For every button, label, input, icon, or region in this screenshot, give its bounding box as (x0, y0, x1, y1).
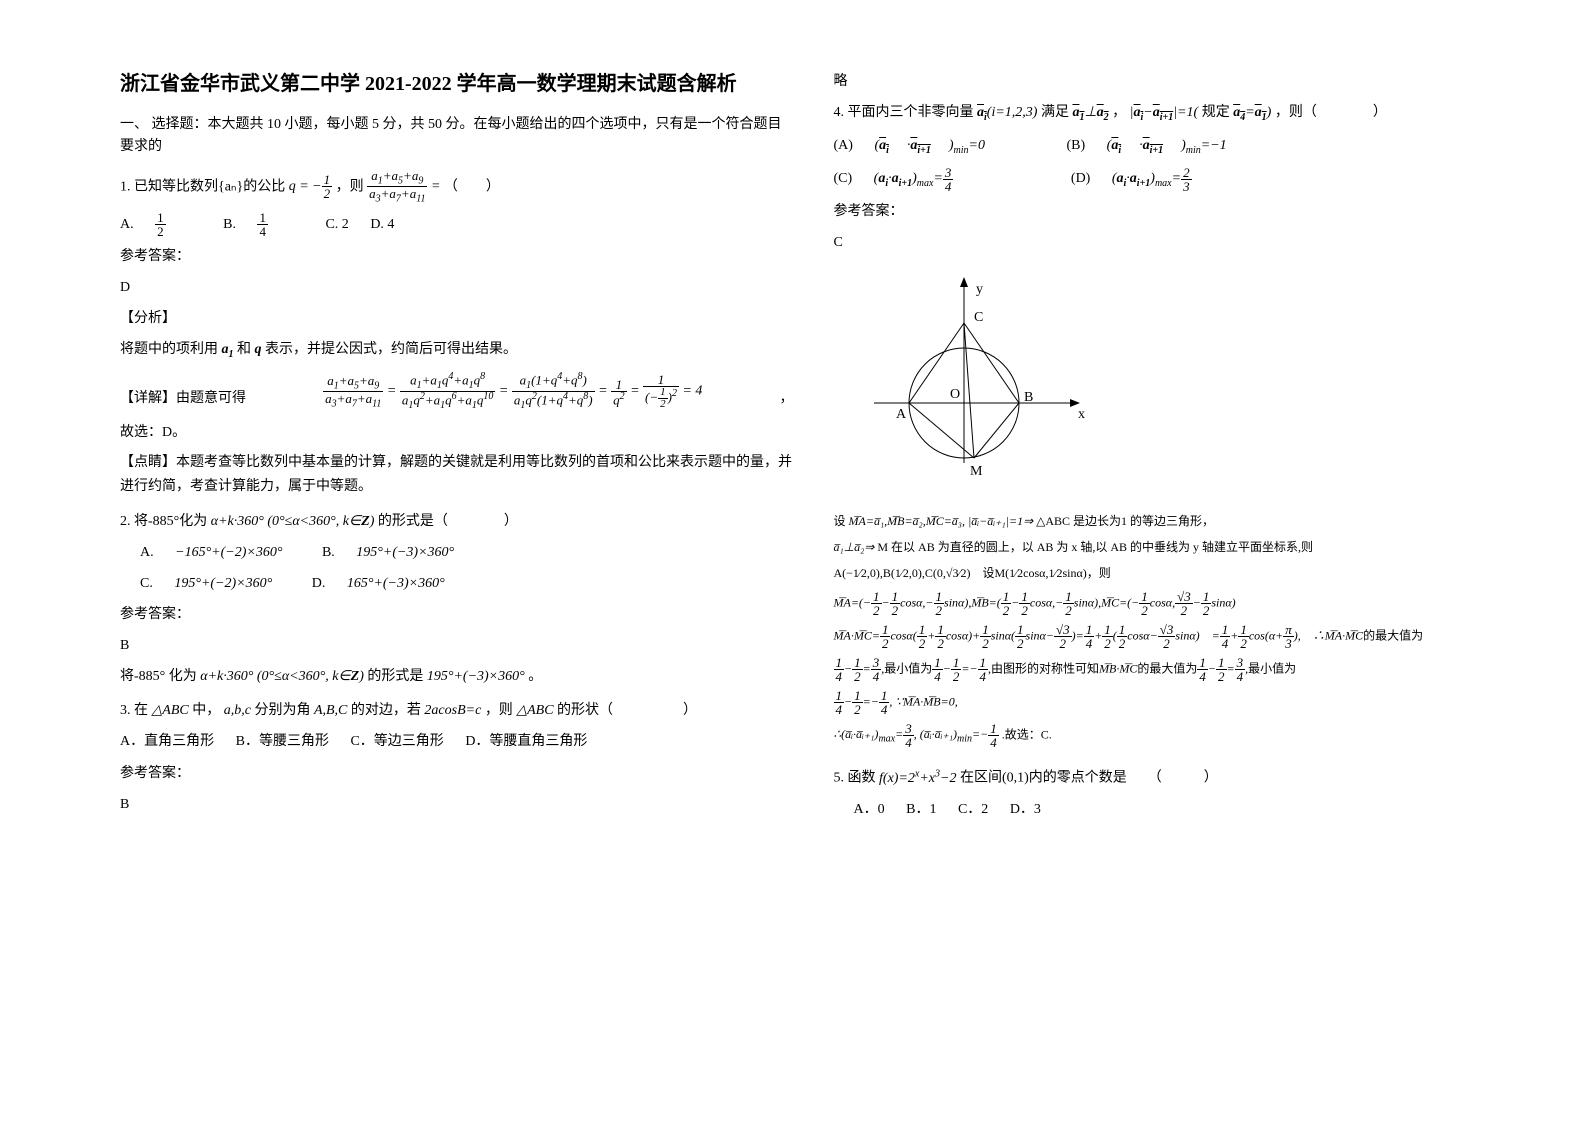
q1-answer-label: 参考答案： (120, 244, 794, 269)
q2-options-row1: A. −165°+(−2)×360° B. 195°+(−3)×360° (120, 540, 794, 565)
q1-a1-symbol: a1 (222, 342, 234, 357)
q1-detail-label: 【详解】由题意可得 (120, 386, 246, 411)
q4-diagram: y x O A B C M (834, 263, 1508, 502)
q2-opt-b: B. 195°+(−3)×360° (322, 545, 472, 560)
q3-triangle-1: △ABC (152, 703, 189, 718)
q3-options: A．直角三角形 B．等腰三角形 C．等边三角形 D．等腰直角三角形 (120, 729, 794, 754)
q1-opt-b: B. 14 (223, 217, 304, 232)
q1-analysis-1: 将题中的项利用 a1 和 q 表示，并提公因式，约简后可得出结果。 (120, 338, 794, 363)
q2-answer-label: 参考答案： (120, 602, 794, 627)
label-y: y (976, 282, 983, 297)
q4-vec-ai: ai(i=1,2,3) (977, 105, 1037, 120)
q4-opt-a: (A) (ai·ai+1)min=0 (834, 138, 1004, 153)
q2-options-row2: C. 195°+(−2)×360° D. 165°+(−3)×360° (120, 571, 794, 596)
q4-a4a1: a4=a1) (1233, 105, 1271, 120)
q1-answer: D (120, 275, 794, 300)
q5-opt-c: C．2 (958, 802, 988, 817)
q2-explain: 将-885° 化为 α+k·360° (0°≤α<360°, k∈Z) 的形式是… (120, 665, 794, 689)
q1-suffix: （ ） (444, 179, 500, 194)
q2-text: 2. 将-885°化为 α+k·360° (0°≤α<360°, k∈Z) 的形… (120, 509, 794, 534)
q4-perp: a1⊥a2 (1072, 105, 1108, 120)
q3-ABC: A,B,C (314, 703, 347, 718)
q4-explain-formulas-3: 14−12=34,最小值为14−12=−14,由图形的对称性可知M͞B·M͞C的… (834, 656, 1508, 683)
q5-opt-a: A．0 (854, 802, 885, 817)
q1-comment: 【点睛】本题考查等比数列中基本量的计算，解题的关键就是利用等比数列的首项和公比来… (120, 451, 794, 499)
q2-opt-a: A. −165°+(−2)×360° (140, 545, 300, 560)
q3-opt-a: A．直角三角形 (120, 734, 214, 749)
q4-explain-1: 设 M͞A=a̅₁,M͞B=a̅₂,M͞C=a̅₃, |a̅ᵢ−a̅ᵢ₊₁|=1… (834, 511, 1508, 531)
q4-answer: C (834, 230, 1508, 255)
right-top-text: 略 (834, 70, 1508, 90)
q2-opt-d: D. 165°+(−3)×360° (312, 576, 463, 591)
q4-opt-c: (C) (ai·ai+1)max=34 (834, 171, 1008, 186)
q4-explain-3: A(−1∕2,0),B(1∕2,0),C(0,√3∕2) 设M(1∕2cosα,… (834, 563, 1508, 583)
q4-opt-b: (B) (ai·ai+1)min=−1 (1067, 138, 1245, 153)
q1-prefix: 1. 已知等比数列{aₙ}的公比 (120, 179, 285, 194)
q4-explain-formulas-2: M͞A·M͞C=12cosα(12+12cosα)+12sinα(12sinα−… (834, 623, 1508, 650)
label-C: C (974, 310, 983, 325)
q3-opt-c: C．等边三角形 (350, 734, 443, 749)
q1-opt-d: D. 4 (370, 217, 394, 232)
q1-formula-frac: a1+a5+a9a3+a7+a11 = (367, 179, 440, 194)
q4-explain-2: a̅₁⊥a̅₂⇒ M 在以 AB 为直径的圆上，以 AB 为 x 轴,以 AB … (834, 537, 1508, 557)
q5-text: 5. 函数 f(x)=2x+x3−2 在区间(0,1)内的零点个数是 （ ） (834, 765, 1508, 791)
q5-func: f(x)=2x+x3−2 (879, 771, 956, 786)
q5-options: A．0 B．1 C．2 D．3 (834, 797, 1508, 822)
q1-detail-end: ， (780, 386, 794, 411)
q1-analysis-label: 【分析】 (120, 306, 794, 331)
label-M: M (970, 464, 983, 479)
q4-opt-d: (D) (ai·ai+1)max=23 (1071, 171, 1246, 186)
question-4: 4. 平面内三个非零向量 ai(i=1,2,3) 满足 a1⊥a2 ， |ai−… (834, 100, 1508, 749)
q1-opt-c: C. 2 (325, 217, 348, 232)
q5-opt-b: B．1 (906, 802, 936, 817)
question-5: 5. 函数 f(x)=2x+x3−2 在区间(0,1)内的零点个数是 （ ） A… (834, 765, 1508, 822)
geometry-diagram: y x O A B C M (834, 263, 1094, 493)
q2-opt-c: C. 195°+(−2)×360° (140, 576, 290, 591)
q4-explain-formulas-1: M͞A=(−12−12cosα,−12sinα),M͞B=(12−12cosα,… (834, 590, 1508, 617)
q1-formula-q: q = −12 (289, 179, 332, 194)
q3-answer: B (120, 792, 794, 817)
q1-big-formula: a1+a5+a9a3+a7+a11 = a1+a1q4+a1q8a1q2+a1q… (246, 372, 780, 411)
section-header: 一、 选择题：本大题共 10 小题，每小题 5 分，共 50 分。在每小题给出的… (120, 114, 794, 159)
label-O: O (950, 387, 960, 402)
q4-norm: |ai−ai+1|=1( (1130, 105, 1199, 120)
left-column: 浙江省金华市武义第二中学 2021-2022 学年高一数学理期末试题含解析 一、… (100, 70, 814, 1082)
q1-q-symbol: q (255, 342, 262, 357)
q1-mid: ，则 (336, 179, 364, 194)
q1-options: A. 12 B. 14 C. 2 D. 4 (120, 211, 794, 238)
q3-opt-d: D．等腰直角三角形 (465, 734, 587, 749)
q3-opt-b: B．等腰三角形 (236, 734, 329, 749)
question-3: 3. 在 △ABC 中， a,b,c 分别为角 A,B,C 的对边，若 2aco… (120, 698, 794, 817)
q4-options-row1: (A) (ai·ai+1)min=0 (B) (ai·ai+1)min=−1 (834, 133, 1508, 160)
question-1: 1. 已知等比数列{aₙ}的公比 q = −12 ，则 a1+a5+a9a3+a… (120, 169, 794, 499)
q1-opt-a: A. 12 (120, 217, 202, 232)
label-x: x (1078, 407, 1085, 422)
q2-answer: B (120, 633, 794, 658)
q3-answer-label: 参考答案： (120, 761, 794, 786)
q1-math-block: 【详解】由题意可得 a1+a5+a9a3+a7+a11 = a1+a1q4+a1… (120, 372, 794, 411)
question-2: 2. 将-885°化为 α+k·360° (0°≤α<360°, k∈Z) 的形… (120, 509, 794, 689)
label-B: B (1024, 390, 1033, 405)
right-column: 略 4. 平面内三个非零向量 ai(i=1,2,3) 满足 a1⊥a2 ， |a… (814, 70, 1528, 1082)
label-A: A (896, 407, 907, 422)
q3-abc: a,b,c (224, 703, 251, 718)
q3-cond: 2acosB=c (424, 703, 481, 718)
q4-options-row2: (C) (ai·ai+1)max=34 (D) (ai·ai+1)max=23 (834, 166, 1508, 194)
q2-alpha-form: α+k·360° (0°≤α<360°, k∈Z) (211, 514, 375, 529)
q5-opt-d: D．3 (1010, 802, 1041, 817)
document-title: 浙江省金华市武义第二中学 2021-2022 学年高一数学理期末试题含解析 (120, 70, 794, 98)
q2-alpha-form-2: α+k·360° (0°≤α<360°, k∈Z) (200, 669, 364, 684)
q1-conclusion: 故选：D。 (120, 421, 794, 445)
q1-text: 1. 已知等比数列{aₙ}的公比 q = −12 ，则 a1+a5+a9a3+a… (120, 169, 794, 205)
q4-answer-label: 参考答案： (834, 199, 1508, 224)
q3-triangle-2: △ABC (516, 703, 553, 718)
q4-text: 4. 平面内三个非零向量 ai(i=1,2,3) 满足 a1⊥a2 ， |ai−… (834, 100, 1508, 127)
q4-explain-end: ∴(a̅ᵢ·a̅ᵢ₊₁)max=34, (a̅ᵢ·a̅ᵢ₊₁)min=−14 .… (834, 722, 1508, 749)
q4-explain-formulas-4: 14−12=−14, ∵M͞A·M͞B=0, (834, 689, 1508, 716)
q3-text: 3. 在 △ABC 中， a,b,c 分别为角 A,B,C 的对边，若 2aco… (120, 698, 794, 723)
